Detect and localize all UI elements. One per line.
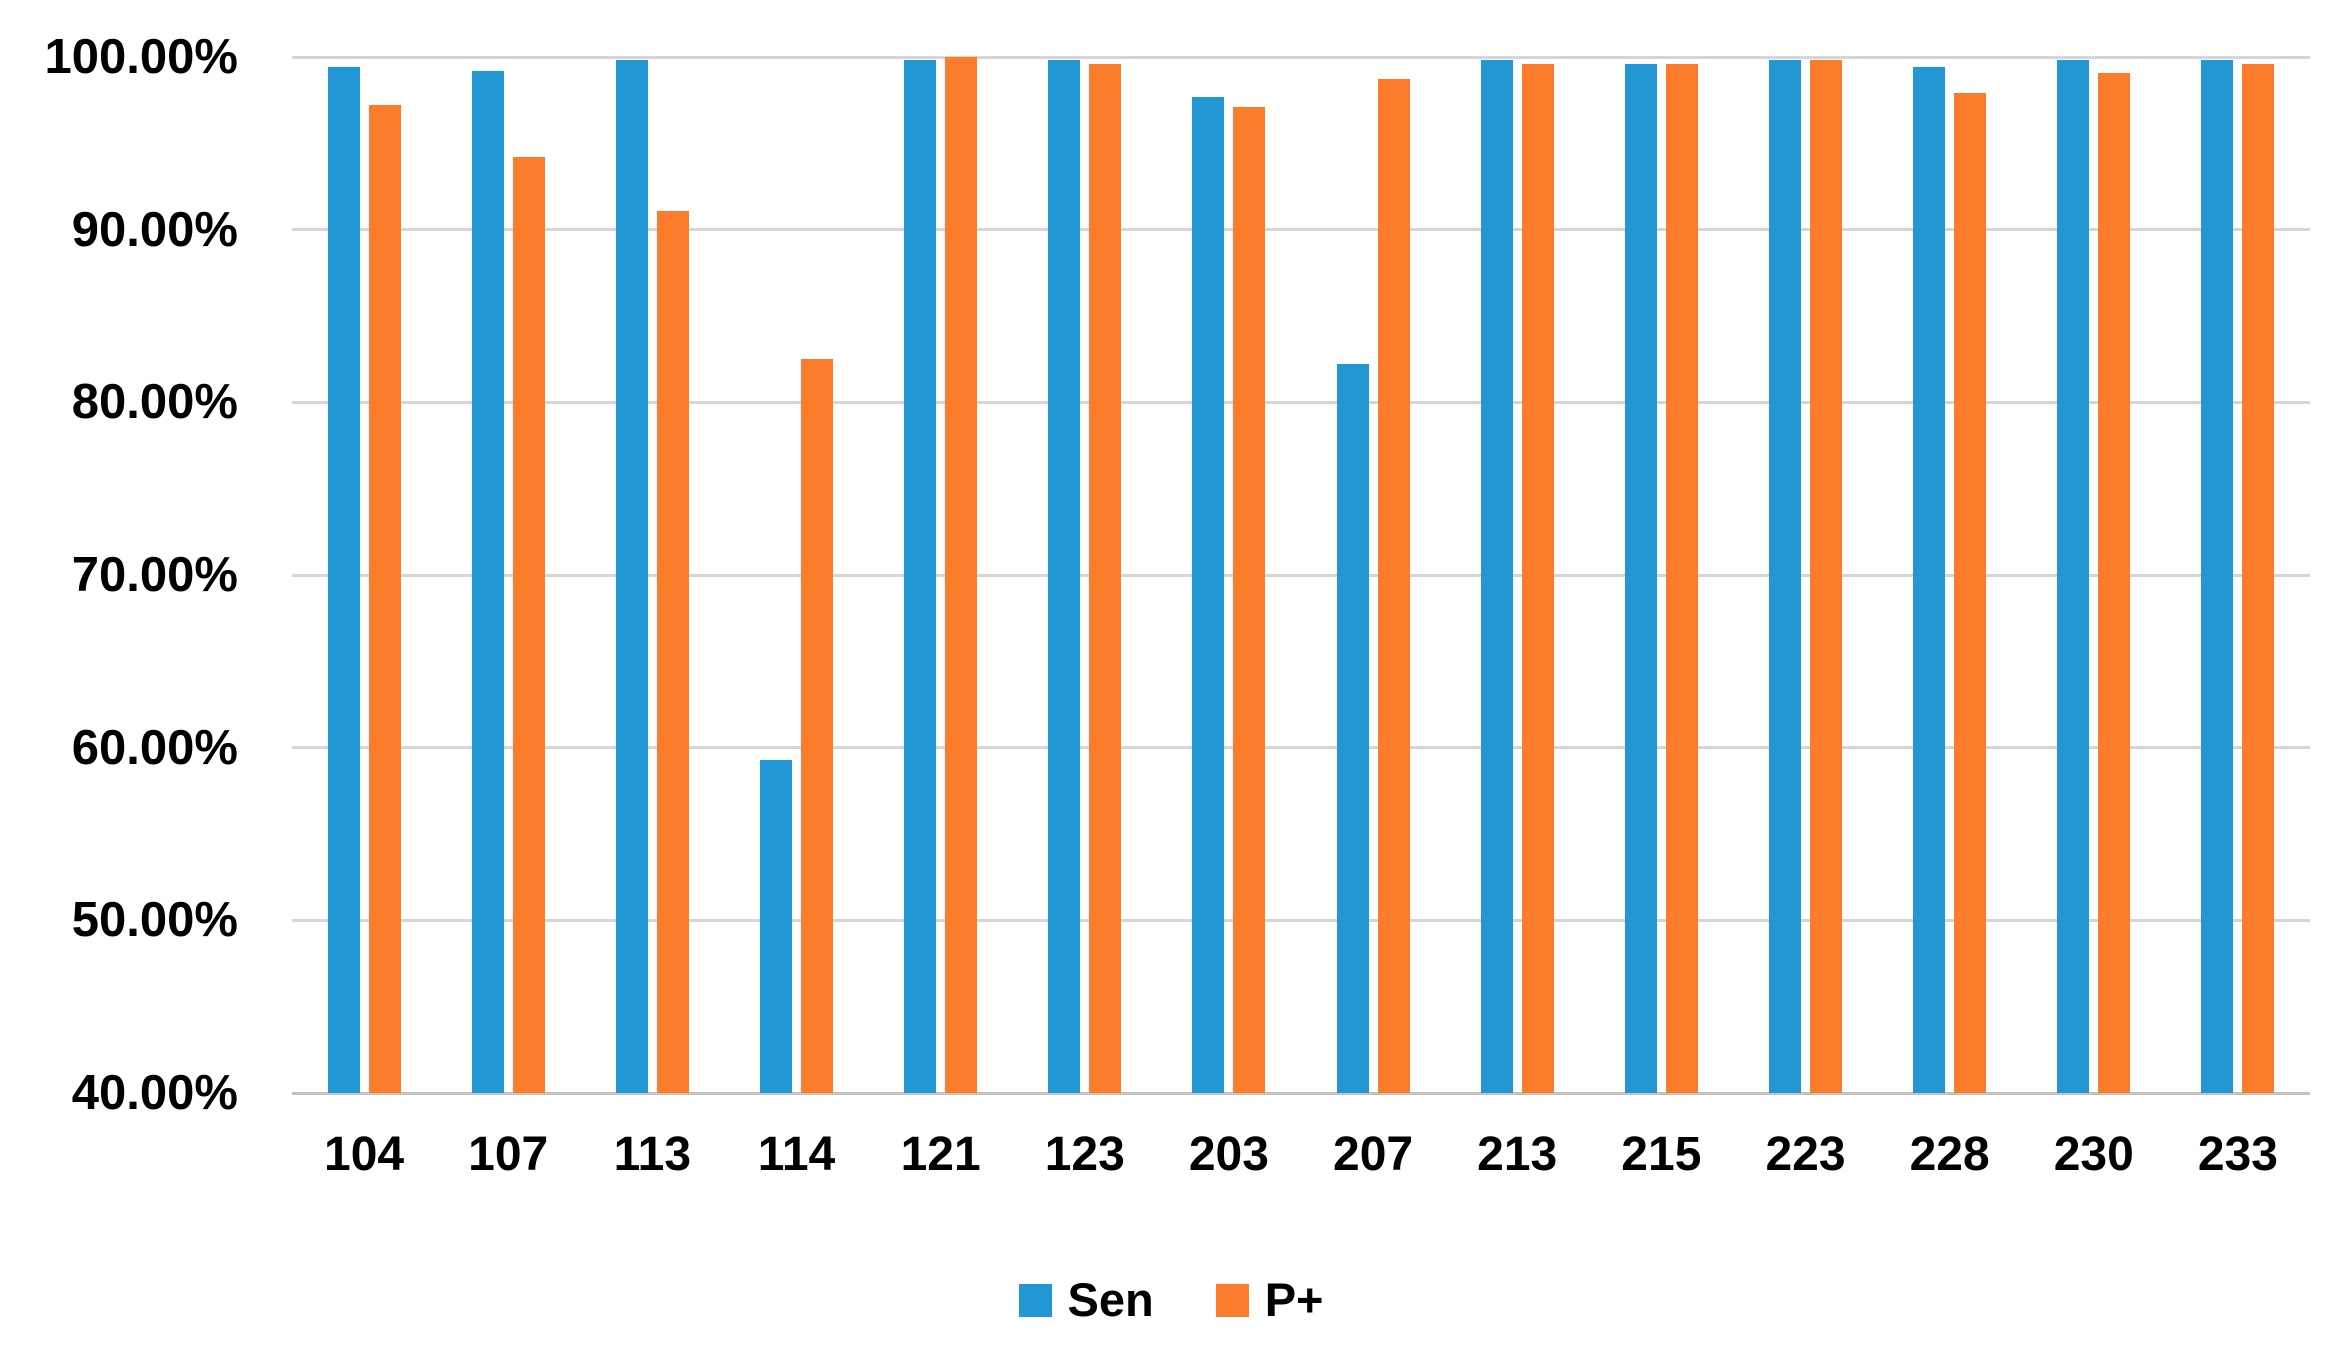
x-tick-label-215: 215 [1621, 1128, 1702, 1181]
bar-pplus-215 [1665, 64, 1698, 1093]
x-tick-label-228: 228 [1909, 1128, 1990, 1181]
x-tick-label-207: 207 [1333, 1128, 1414, 1181]
x-tick-label-203: 203 [1188, 1128, 1269, 1181]
bar-pplus-203 [1233, 107, 1266, 1093]
y-tick-label: 100.00% [44, 30, 238, 84]
grid-line [292, 918, 2310, 922]
x-tick-label-114: 114 [757, 1128, 836, 1181]
bar-sen-228 [1913, 67, 1946, 1093]
bar-pplus-123 [1089, 64, 1122, 1093]
bar-sen-233 [2201, 60, 2234, 1093]
bar-sen-104 [327, 67, 360, 1093]
y-tick-label: 70.00% [71, 548, 238, 602]
legend-item-sen: Sen [1018, 1272, 1154, 1328]
bar-sen-223 [1768, 60, 1801, 1093]
legend-item-pplus: P+ [1215, 1272, 1324, 1328]
bar-pplus-213 [1521, 64, 1554, 1093]
x-tick-label-113: 113 [613, 1128, 692, 1181]
x-tick-label-223: 223 [1765, 1128, 1846, 1181]
y-tick-label: 50.00% [71, 893, 238, 948]
bar-pplus-233 [2242, 64, 2275, 1093]
category-group-213 [1445, 57, 1589, 1093]
x-tick-label-233: 233 [2197, 1128, 2278, 1181]
category-group-228 [1878, 57, 2022, 1093]
category-group-230 [2022, 57, 2166, 1093]
bar-pplus-228 [1954, 93, 1987, 1093]
y-tick-label: 40.00% [71, 1066, 238, 1120]
bar-sen-230 [2057, 60, 2090, 1093]
legend-swatch-sen [1018, 1283, 1052, 1317]
bar-pplus-104 [368, 105, 401, 1093]
legend: Sen P+ [0, 1272, 2342, 1328]
category-group-203 [1157, 57, 1301, 1093]
bar-sen-113 [615, 60, 648, 1093]
x-tick-label-121: 121 [900, 1128, 981, 1181]
x-axis-baseline [292, 1091, 2310, 1095]
category-group-121 [869, 57, 1013, 1093]
bar-sen-123 [1048, 60, 1081, 1093]
category-group-114 [724, 57, 868, 1093]
bar-pplus-230 [2098, 73, 2131, 1093]
bar-pplus-121 [945, 57, 978, 1093]
legend-swatch-pplus [1215, 1283, 1249, 1317]
category-group-215 [1589, 57, 1733, 1093]
plot-area [292, 55, 2310, 1095]
bar-pplus-223 [1809, 60, 1842, 1093]
category-group-107 [436, 57, 580, 1093]
bar-sen-213 [1480, 60, 1513, 1093]
bar-sen-107 [471, 71, 504, 1093]
bar-sen-121 [904, 60, 937, 1093]
x-tick-label-104: 104 [324, 1128, 405, 1181]
category-group-207 [1301, 57, 1445, 1093]
grid-line [292, 400, 2310, 404]
bar-sen-114 [759, 760, 792, 1093]
bar-pplus-107 [512, 157, 545, 1093]
x-tick-label-213: 213 [1477, 1128, 1558, 1181]
category-group-223 [1733, 57, 1877, 1093]
bar-sen-203 [1192, 97, 1225, 1093]
y-tick-label: 60.00% [71, 720, 238, 775]
legend-label-pplus: P+ [1264, 1273, 1324, 1326]
x-tick-label-123: 123 [1044, 1128, 1125, 1181]
category-group-104 [292, 57, 436, 1093]
bar-pplus-207 [1377, 79, 1410, 1093]
x-tick-label-107: 107 [468, 1128, 549, 1181]
bar-pplus-114 [800, 359, 833, 1093]
x-tick-label-230: 230 [2053, 1128, 2134, 1181]
grid-line [292, 55, 2310, 59]
bar-pplus-113 [656, 211, 689, 1093]
category-group-233 [2166, 57, 2310, 1093]
y-tick-label: 80.00% [71, 375, 238, 430]
grid-line [292, 746, 2310, 750]
legend-label-sen: Sen [1067, 1273, 1154, 1326]
y-tick-label: 90.00% [71, 202, 238, 257]
grid-line [292, 228, 2310, 232]
bar-sen-207 [1336, 364, 1369, 1093]
category-group-123 [1013, 57, 1157, 1093]
grid-line [292, 573, 2310, 577]
bar-sen-215 [1624, 64, 1657, 1093]
category-group-113 [580, 57, 724, 1093]
